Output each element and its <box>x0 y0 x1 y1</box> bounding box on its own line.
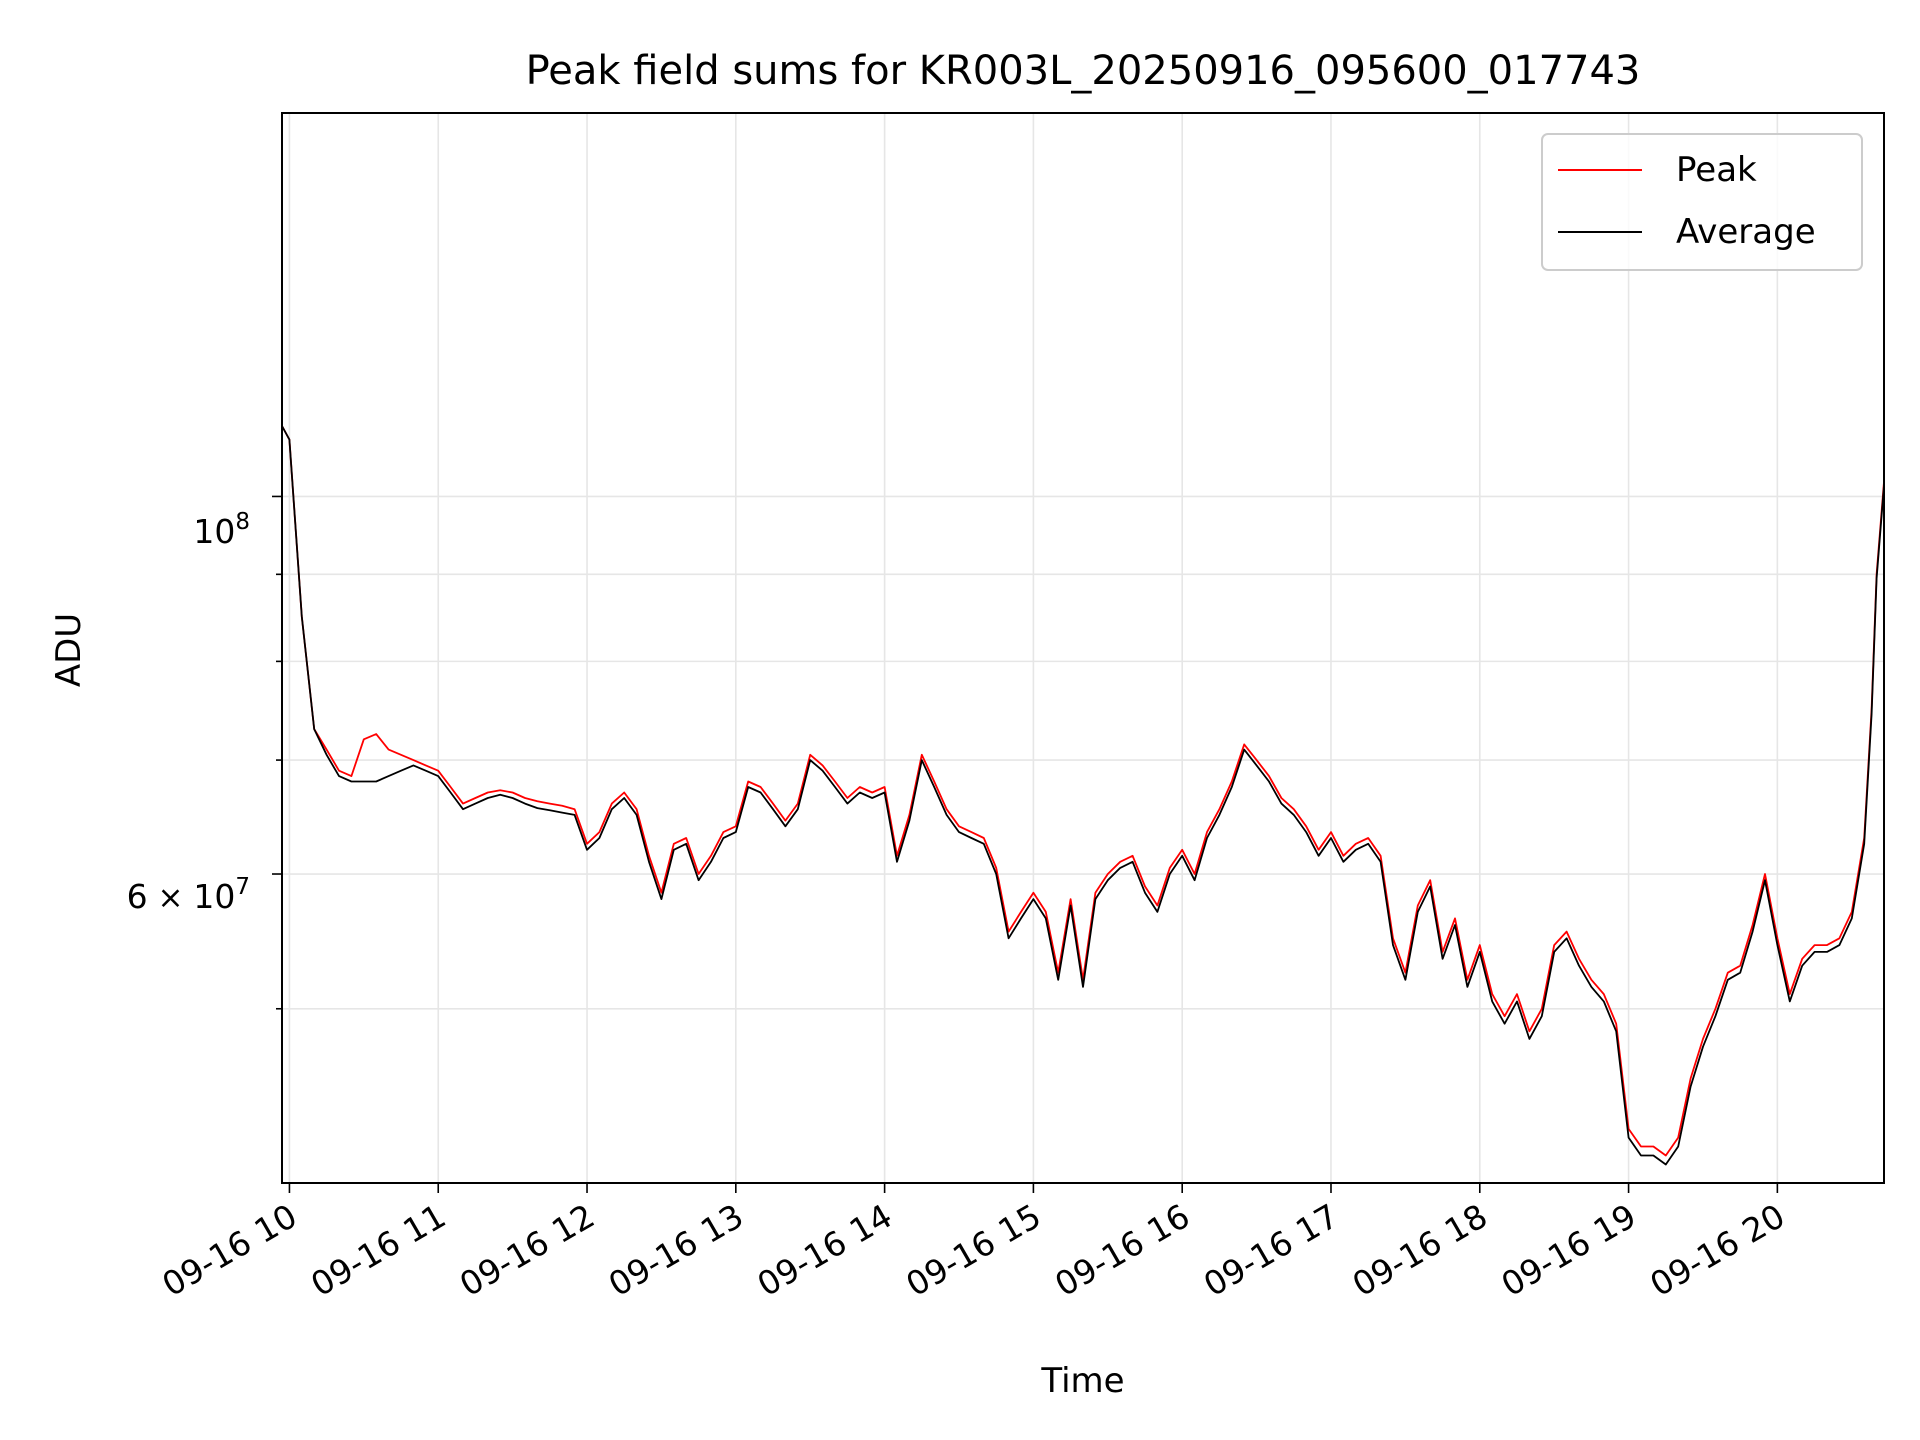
legend: Peak Average <box>1542 134 1862 270</box>
x-axis-label: Time <box>1040 1361 1124 1401</box>
legend-label-peak: Peak <box>1676 150 1757 190</box>
y-axis-label: ADU <box>49 613 89 687</box>
y-tick-label-6e7: 6 × 107 <box>127 874 250 916</box>
chart-title: Peak field sums for KR003L_20250916_0956… <box>526 48 1641 94</box>
legend-label-average: Average <box>1676 212 1816 252</box>
